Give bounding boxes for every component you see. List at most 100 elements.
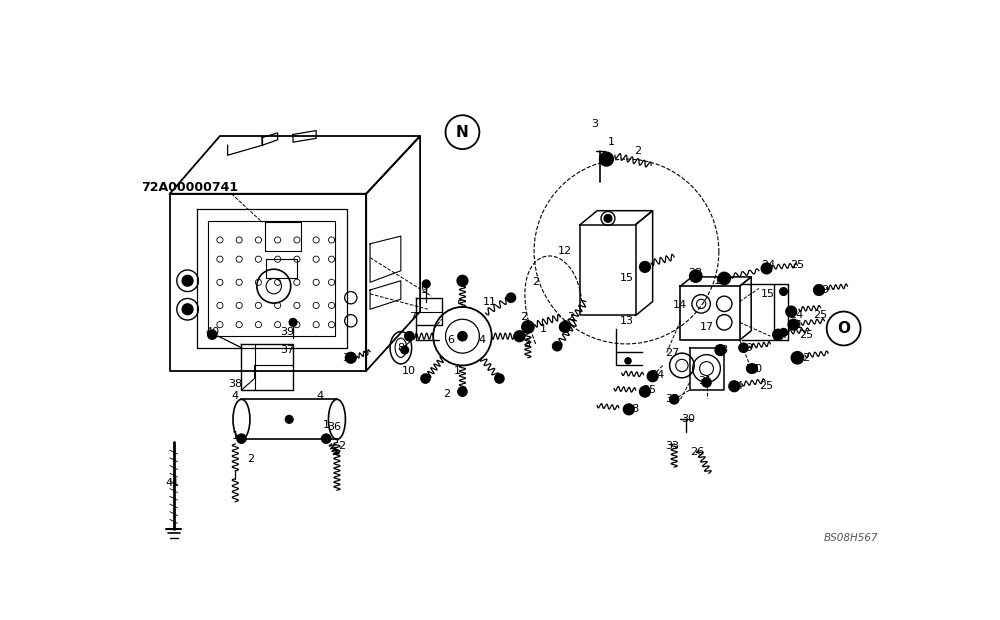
Circle shape (739, 343, 748, 352)
Text: 1: 1 (323, 420, 330, 430)
Circle shape (495, 374, 504, 383)
Text: 1: 1 (232, 432, 239, 441)
Text: 2: 2 (443, 389, 451, 399)
Text: 24: 24 (761, 260, 775, 270)
Circle shape (718, 272, 730, 285)
Text: 5: 5 (457, 301, 464, 311)
Text: O: O (837, 321, 850, 336)
Text: 1: 1 (540, 324, 547, 334)
Text: 2: 2 (532, 277, 539, 287)
Text: 37: 37 (281, 345, 295, 355)
Circle shape (600, 152, 613, 166)
Text: 25: 25 (790, 260, 804, 270)
Circle shape (559, 322, 570, 332)
Text: 28: 28 (625, 404, 639, 414)
Text: 25: 25 (760, 381, 774, 391)
Text: 25: 25 (800, 330, 814, 340)
Text: 22: 22 (796, 353, 811, 363)
Circle shape (780, 329, 787, 336)
Text: 36: 36 (327, 422, 341, 432)
Circle shape (791, 352, 804, 364)
Circle shape (422, 280, 430, 288)
Circle shape (514, 331, 525, 342)
Text: 25: 25 (642, 385, 657, 395)
Text: 24: 24 (650, 370, 664, 379)
Text: 30: 30 (681, 414, 695, 424)
Text: 1: 1 (454, 366, 461, 376)
Circle shape (421, 374, 430, 383)
Circle shape (553, 342, 562, 351)
Circle shape (640, 386, 650, 397)
Text: 38: 38 (228, 379, 242, 389)
Circle shape (623, 404, 634, 415)
Circle shape (814, 285, 824, 295)
Text: 27: 27 (666, 348, 680, 358)
Text: 1: 1 (608, 137, 615, 147)
Circle shape (604, 215, 612, 222)
Circle shape (182, 304, 193, 314)
Circle shape (522, 321, 534, 333)
Circle shape (788, 319, 799, 330)
Text: 35: 35 (342, 353, 356, 363)
Text: 19: 19 (740, 343, 754, 353)
Text: 4: 4 (478, 335, 485, 345)
Circle shape (761, 263, 772, 274)
Circle shape (729, 381, 740, 392)
Text: 4: 4 (232, 391, 239, 401)
Circle shape (715, 345, 726, 355)
Circle shape (322, 434, 331, 443)
Circle shape (458, 332, 467, 341)
Circle shape (690, 270, 702, 282)
Circle shape (182, 275, 193, 286)
Text: 11: 11 (482, 296, 496, 306)
Text: 15: 15 (619, 273, 633, 283)
Circle shape (780, 288, 787, 295)
Text: 24: 24 (773, 330, 788, 340)
Text: 2: 2 (520, 312, 528, 322)
Text: 25: 25 (813, 309, 828, 320)
Text: 8: 8 (397, 343, 404, 353)
Circle shape (405, 332, 414, 341)
Text: 4: 4 (316, 391, 324, 401)
Text: 12: 12 (558, 247, 572, 257)
Circle shape (289, 319, 297, 326)
Text: 39: 39 (281, 327, 295, 337)
Circle shape (786, 306, 797, 317)
Text: 2: 2 (338, 441, 345, 451)
Text: N: N (456, 125, 469, 140)
Text: 10: 10 (402, 366, 416, 376)
Circle shape (747, 364, 756, 373)
Circle shape (457, 275, 468, 286)
Text: 31: 31 (698, 376, 712, 386)
Text: 24: 24 (729, 381, 743, 391)
Text: 15: 15 (761, 289, 775, 299)
Circle shape (506, 293, 516, 303)
Text: 40: 40 (205, 327, 219, 337)
Text: 3: 3 (561, 320, 568, 330)
Circle shape (345, 352, 356, 363)
Text: 21: 21 (789, 320, 803, 330)
Text: 14: 14 (673, 301, 687, 311)
Text: 7: 7 (409, 312, 416, 322)
Text: 13: 13 (619, 316, 633, 326)
Text: 29: 29 (815, 285, 829, 295)
Text: 16: 16 (713, 276, 727, 286)
Text: 2: 2 (567, 312, 574, 322)
Circle shape (208, 330, 217, 339)
Circle shape (285, 415, 293, 423)
Text: 3: 3 (591, 120, 598, 130)
Circle shape (237, 434, 246, 443)
Circle shape (773, 329, 784, 340)
Text: 3: 3 (523, 339, 530, 349)
Text: 23: 23 (688, 268, 702, 278)
Text: 26: 26 (690, 446, 704, 457)
Text: 24: 24 (789, 309, 803, 320)
Text: 6: 6 (447, 335, 454, 345)
Circle shape (625, 358, 631, 364)
Text: BS08H567: BS08H567 (824, 533, 878, 542)
Circle shape (458, 387, 467, 396)
Circle shape (640, 262, 650, 272)
Circle shape (702, 378, 711, 387)
Text: 33: 33 (666, 441, 680, 451)
Text: 32: 32 (666, 394, 680, 404)
